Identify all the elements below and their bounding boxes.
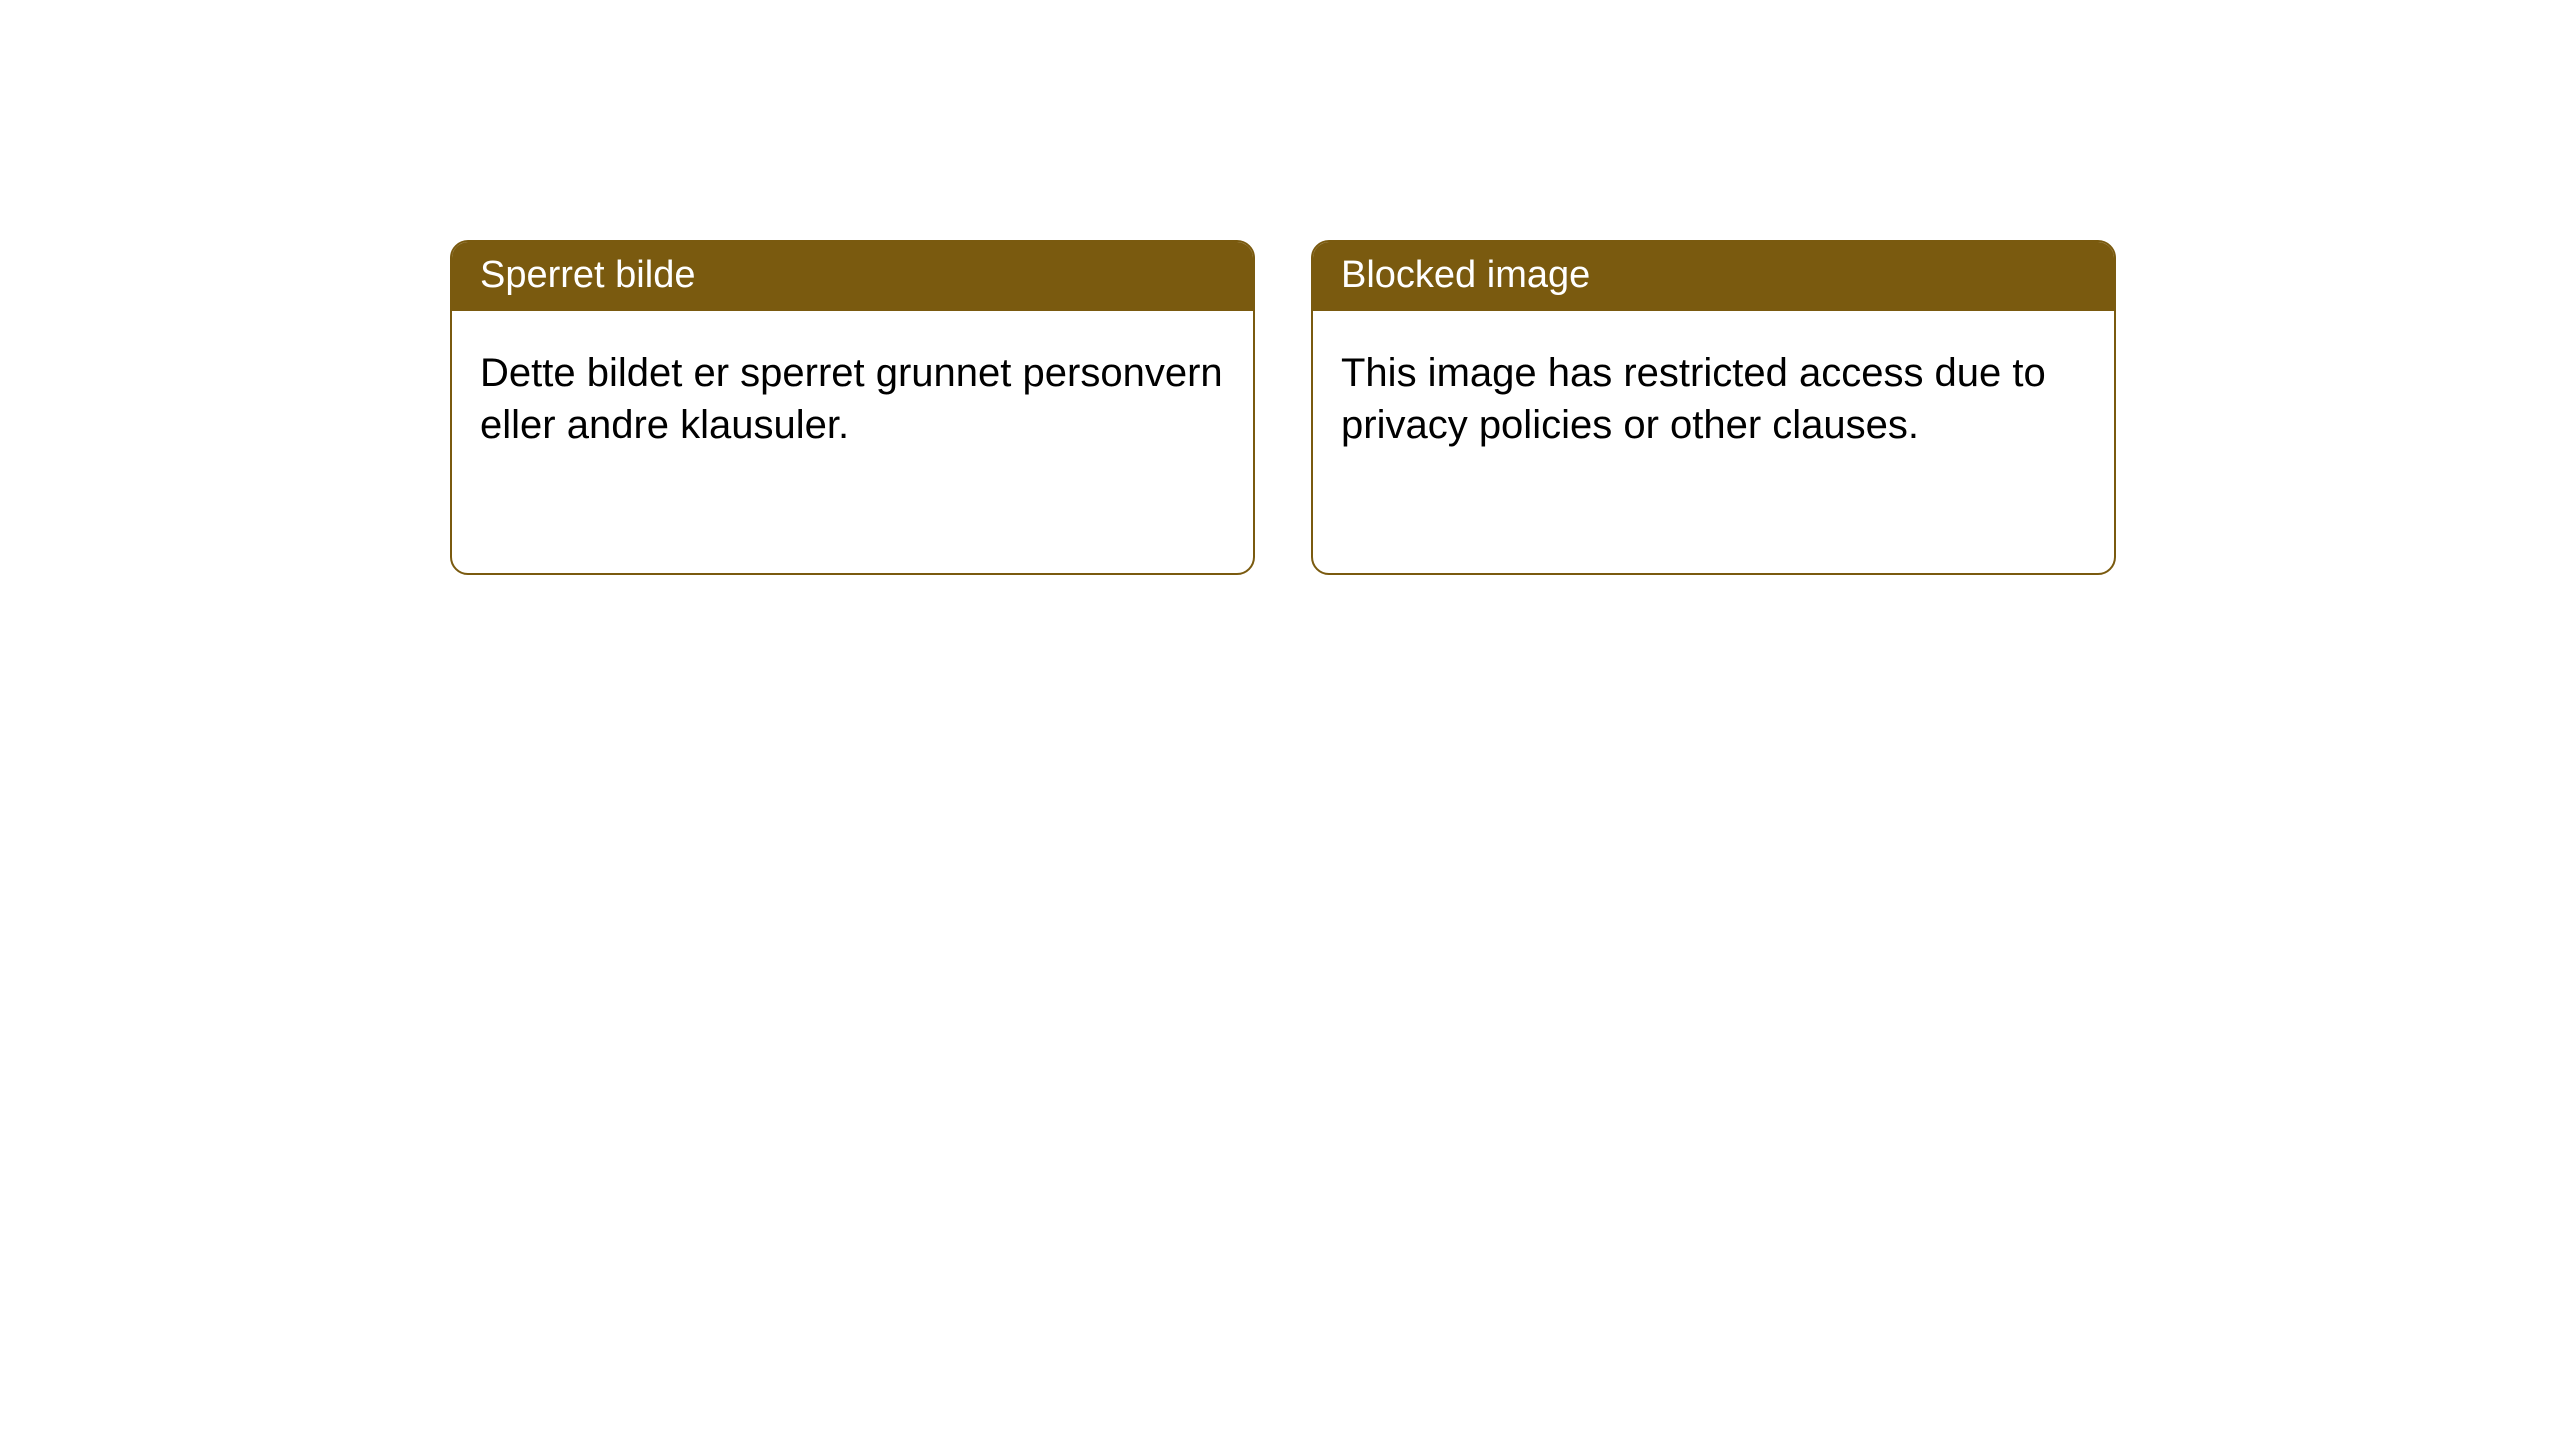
notice-body: This image has restricted access due to …	[1313, 311, 2114, 487]
notice-header: Blocked image	[1313, 242, 2114, 311]
notice-card-norwegian: Sperret bilde Dette bildet er sperret gr…	[450, 240, 1255, 575]
notice-body: Dette bildet er sperret grunnet personve…	[452, 311, 1253, 487]
notice-card-english: Blocked image This image has restricted …	[1311, 240, 2116, 575]
notice-cards-container: Sperret bilde Dette bildet er sperret gr…	[450, 240, 2116, 575]
notice-header: Sperret bilde	[452, 242, 1253, 311]
